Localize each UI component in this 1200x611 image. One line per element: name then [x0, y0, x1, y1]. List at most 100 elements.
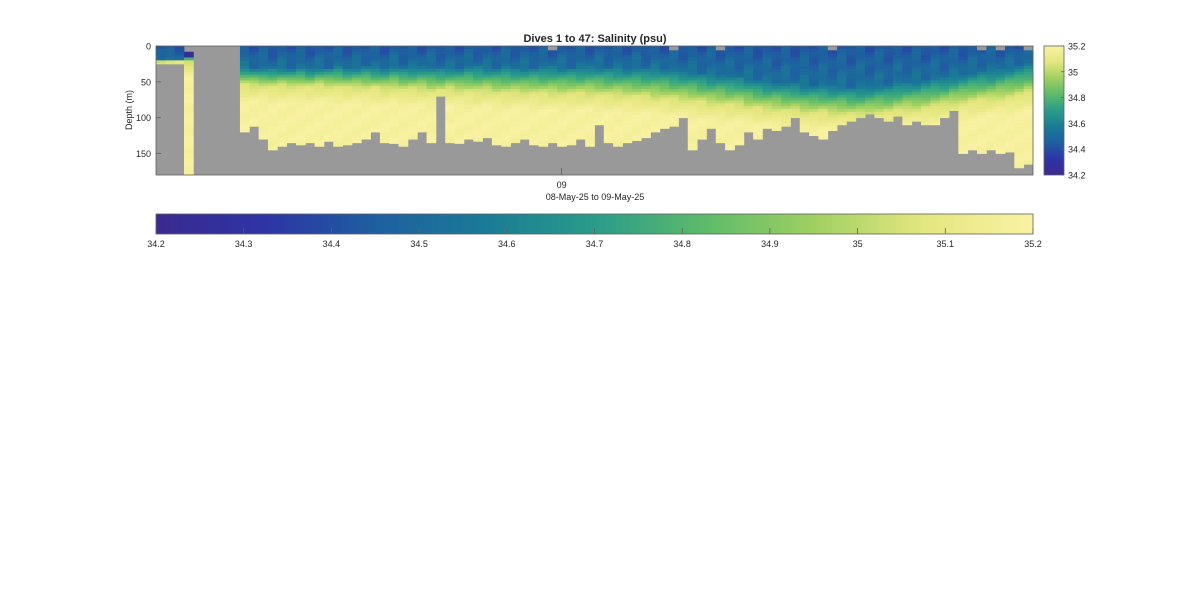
heatmap-cell [510, 77, 521, 81]
heatmap-cell [183, 66, 194, 70]
heatmap-cell [659, 51, 670, 55]
heatmap-cell [454, 100, 465, 104]
heatmap-cell [473, 86, 483, 90]
heatmap-cell [389, 111, 399, 116]
heatmap-cell [902, 48, 913, 53]
heatmap-cell [1023, 71, 1034, 76]
heatmap-cell [697, 117, 707, 121]
heatmap-cell [743, 68, 754, 73]
heatmap-cell [715, 80, 726, 84]
heatmap-cell [351, 89, 362, 93]
heatmap-cell [949, 66, 959, 70]
heatmap-cell [958, 48, 969, 53]
heatmap-cell [837, 100, 847, 104]
heatmap-cell [753, 114, 763, 119]
heatmap-cell [277, 120, 288, 124]
heatmap-cell [305, 120, 316, 124]
heatmap-cell [398, 117, 409, 121]
heatmap-cell [342, 91, 353, 96]
heatmap-cell [902, 66, 913, 70]
heatmap-cell [865, 60, 875, 64]
heatmap-cell [370, 63, 381, 67]
heatmap-cell [305, 94, 316, 98]
heatmap-cell [697, 89, 707, 93]
heatmap-cell [715, 100, 726, 104]
heatmap-cell [183, 106, 194, 110]
heatmap-cell [911, 71, 922, 76]
heatmap-cell [389, 77, 399, 81]
heatmap-cell [258, 137, 269, 140]
heatmap-cell [790, 46, 801, 50]
heatmap-cell [501, 89, 511, 93]
heatmap-cell [482, 48, 493, 53]
heatmap-cell [454, 91, 465, 96]
heatmap-cell [585, 83, 595, 87]
heatmap-cell [1005, 66, 1015, 70]
heatmap-cell [715, 120, 726, 124]
heatmap-cell [622, 68, 633, 73]
heatmap-cell [967, 134, 978, 139]
heatmap-cell [697, 83, 707, 87]
heatmap-cell [771, 97, 782, 101]
heatmap-cell [482, 86, 493, 90]
heatmap-cell [687, 57, 698, 61]
heatmap-cell [827, 77, 838, 81]
heatmap-cell [295, 109, 306, 113]
heatmap-cell [398, 97, 409, 101]
heatmap-cell [267, 111, 278, 116]
heatmap-cell [631, 114, 642, 119]
heatmap-cell [482, 103, 493, 107]
heatmap-cell [650, 97, 661, 101]
heatmap-cell [295, 91, 306, 96]
heatmap-cell [743, 48, 754, 53]
heatmap-cell [902, 77, 913, 81]
heatmap-cell [781, 86, 791, 90]
heatmap-cell [883, 109, 894, 113]
heatmap-cell [603, 123, 614, 127]
heatmap-cell [678, 94, 689, 98]
heatmap-cell [398, 83, 409, 87]
heatmap-cell [893, 74, 903, 78]
heatmap-cell [911, 57, 922, 61]
heatmap-cell [305, 74, 316, 78]
heatmap-cell [995, 66, 1006, 70]
heatmap-cell [333, 83, 343, 87]
heatmap-cell [566, 123, 577, 127]
heatmap-cell [398, 86, 409, 90]
heatmap-cell [995, 134, 1006, 139]
heatmap-cell [603, 54, 614, 58]
heatmap-cell [258, 123, 269, 127]
heatmap-cell [295, 117, 306, 121]
heatmap-cell [267, 143, 278, 147]
heatmap-cell [249, 51, 260, 55]
heatmap-cell [725, 109, 735, 113]
heatmap-cell [501, 91, 511, 96]
heatmap-cell [818, 91, 829, 96]
heatmap-cell [603, 86, 614, 90]
heatmap-cell [267, 57, 278, 61]
heatmap-cell [547, 57, 558, 61]
heatmap-cell [911, 89, 922, 93]
heatmap-cell [631, 80, 642, 84]
heatmap-cell [1005, 146, 1015, 150]
heatmap-cell [734, 123, 745, 127]
heatmap-cell [258, 54, 269, 58]
heatmap-cell [314, 57, 325, 61]
heatmap-cell [482, 114, 493, 119]
heatmap-cell [669, 77, 679, 81]
heatmap-cell [277, 134, 288, 139]
heatmap-cell [977, 83, 987, 87]
heatmap-cell [799, 129, 810, 133]
heatmap-cell [659, 86, 670, 90]
heatmap-cell [622, 71, 633, 76]
heatmap-cell [333, 63, 343, 67]
heatmap-cell [370, 129, 381, 133]
heatmap-cell [566, 77, 577, 81]
heatmap-cell [295, 94, 306, 98]
heatmap-cell [687, 94, 698, 98]
heatmap-cell [239, 80, 250, 84]
heatmap-cell [930, 57, 941, 61]
heatmap-cell [286, 117, 297, 121]
heatmap-cell [734, 54, 745, 58]
heatmap-cell [790, 60, 801, 64]
